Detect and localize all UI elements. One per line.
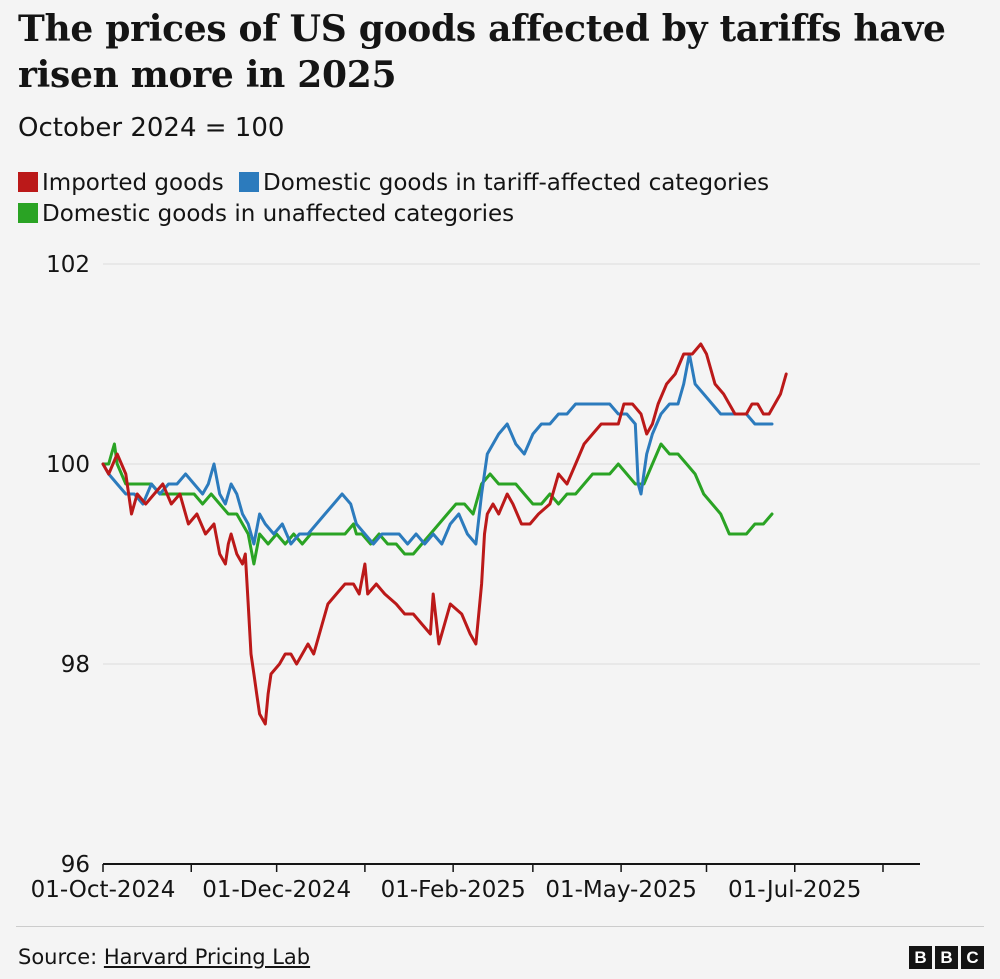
series-line-domestic-goods-in-tariff-affected-categories: [101, 352, 774, 546]
legend: Imported goods Domestic goods in tariff-…: [18, 168, 978, 230]
x-tick-label: 01-Dec-2024: [202, 877, 351, 903]
line-chart: 96 98 100 102 01-Oct-2024 01-Dec-2024 01-Feb-2…: [31, 252, 980, 903]
legend-label-imported: Imported goods: [42, 170, 224, 196]
series-layer: [101, 342, 788, 726]
legend-swatch-imported: [18, 172, 38, 192]
legend-item-imported: Imported goods: [18, 168, 224, 199]
source-note: Source: Harvard Pricing Lab: [18, 943, 310, 971]
x-tick-label: 01-Jul-2025: [728, 877, 861, 903]
bbc-logo-letter: B: [935, 946, 958, 969]
legend-swatch-domestic-unaffected: [18, 203, 38, 223]
y-tick-label: 100: [46, 452, 90, 478]
grid-layer: [103, 263, 980, 665]
y-tick-label: 98: [61, 652, 90, 678]
y-tick-label: 96: [61, 852, 90, 878]
bbc-logo-letter: C: [961, 946, 984, 969]
axis-layer: 96 98 100 102 01-Oct-2024 01-Dec-2024 01-Feb-2…: [31, 252, 920, 903]
legend-item-domestic-unaffected: Domestic goods in unaffected categories: [18, 199, 514, 230]
legend-item-domestic-affected: Domestic goods in tariff-affected catego…: [239, 168, 769, 199]
chart-title: The prices of US goods affected by tarif…: [18, 8, 946, 96]
bbc-logo: B B C: [909, 946, 984, 969]
x-tick-label: 01-May-2025: [545, 877, 697, 903]
x-tick-label: 01-Oct-2024: [31, 877, 176, 903]
footer-divider: [16, 926, 984, 927]
legend-label-domestic-unaffected: Domestic goods in unaffected categories: [42, 201, 515, 227]
source-link[interactable]: Harvard Pricing Lab: [103, 945, 311, 969]
series-line-imported-goods: [101, 342, 788, 726]
x-tick-label: 01-Feb-2025: [381, 877, 526, 903]
series-line-domestic-goods-in-unaffected-categories: [101, 442, 774, 566]
legend-swatch-domestic-affected: [239, 172, 260, 192]
source-prefix: Source:: [18, 945, 98, 969]
y-tick-label: 102: [46, 252, 90, 278]
chart-subtitle: October 2024 = 100: [18, 113, 285, 143]
bbc-logo-letter: B: [909, 946, 932, 969]
legend-label-domestic-affected: Domestic goods in tariff-affected catego…: [263, 170, 770, 196]
